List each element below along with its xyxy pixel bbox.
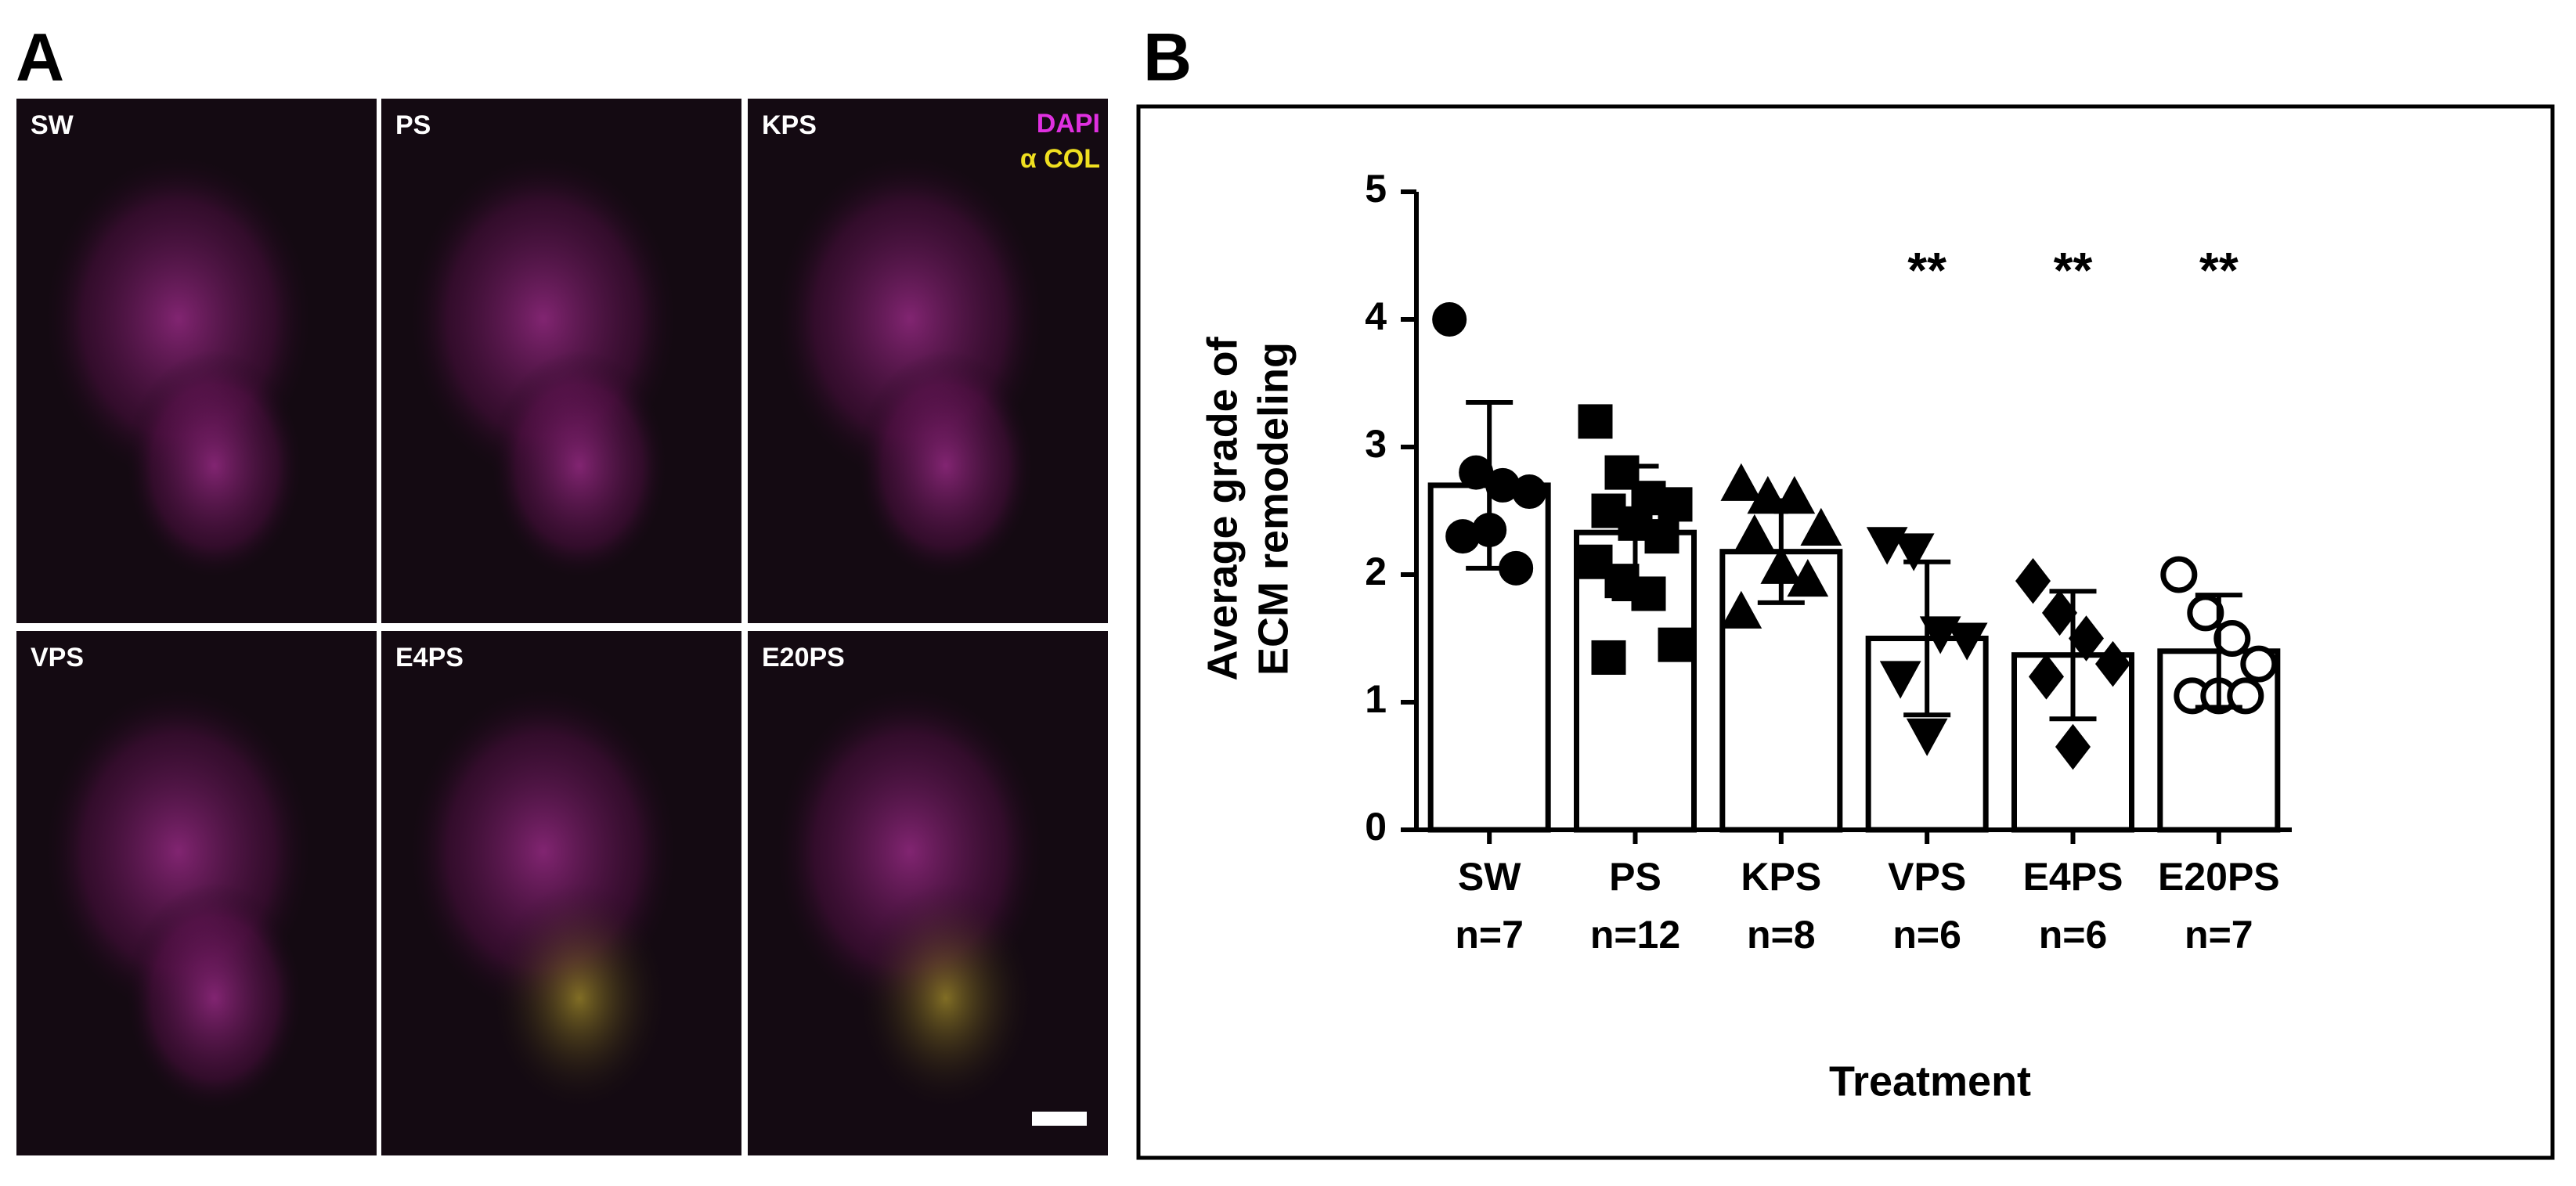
error-bar	[2049, 589, 2097, 722]
tissue	[856, 882, 1036, 1114]
x-tick-label: SW	[1458, 855, 1521, 899]
data-point	[1591, 640, 1626, 675]
data-point	[1644, 519, 1679, 554]
x-tick-label: VPS	[1888, 855, 1966, 899]
x-tick-label: KPS	[1741, 855, 1821, 899]
significance-label: **	[2054, 242, 2093, 298]
x-tick-sublabel: n=8	[1747, 913, 1816, 957]
chart: 0 1 2 3 4 5 Average grade of ECM remodeling Trea…	[1199, 167, 2292, 1105]
y-tick-label: 5	[1365, 167, 1387, 211]
tissue	[124, 350, 305, 582]
data-point	[2015, 557, 2051, 604]
data-point	[1787, 558, 1829, 597]
y-axis-title: Average grade of	[1199, 336, 1246, 680]
data-point	[1773, 476, 1816, 514]
image-label: PS	[395, 110, 431, 140]
image-label: VPS	[31, 643, 84, 672]
panel-label: B	[1143, 20, 1192, 96]
data-point	[2068, 615, 2105, 661]
significance-label: **	[2199, 242, 2239, 298]
y-tick-label: 3	[1365, 422, 1387, 466]
tissue	[124, 882, 305, 1114]
data-point	[1658, 627, 1693, 662]
data-point	[2160, 556, 2198, 593]
data-point	[2028, 654, 2065, 700]
error-bar	[1611, 463, 1659, 601]
data-point	[2240, 645, 2278, 683]
image-label: SW	[31, 110, 74, 140]
data-point	[2041, 589, 2078, 636]
legend-label: DAPI	[1037, 109, 1100, 139]
y-tick-label: 0	[1365, 805, 1387, 849]
significance-label: **	[1907, 242, 1946, 298]
x-tick-label: E4PS	[2023, 855, 2123, 899]
x-tick-sublabel: n=7	[1455, 913, 1524, 957]
data-point	[1747, 476, 1789, 514]
data-point	[2227, 677, 2264, 715]
data-point	[2055, 723, 2091, 770]
x-tick-label: E20PS	[2158, 855, 2280, 899]
data-point	[1658, 487, 1693, 522]
panel-label: A	[16, 20, 64, 96]
panel-frame	[1136, 104, 2555, 1160]
data-point	[1512, 474, 1547, 510]
image-label: E20PS	[762, 643, 845, 672]
y-tick-label: 2	[1365, 550, 1387, 593]
data-point	[1906, 718, 1948, 756]
error-bar	[1466, 399, 1513, 571]
data-point	[1892, 533, 1935, 571]
data-point	[1946, 622, 1988, 661]
data-point	[1432, 302, 1467, 337]
tissue	[489, 882, 669, 1114]
y-tick-label: 1	[1365, 677, 1387, 721]
data-point	[1720, 590, 1762, 629]
data-point	[1720, 463, 1762, 501]
image-label: E4PS	[395, 643, 464, 672]
x-tick-label: PS	[1609, 855, 1661, 899]
data-point	[1578, 404, 1613, 439]
x-tick-sublabel: n=6	[1892, 913, 1961, 957]
x-tick-sublabel: n=7	[2185, 913, 2253, 957]
data-point	[1734, 514, 1776, 553]
error-bar	[1757, 498, 1805, 605]
data-point	[1879, 661, 1921, 699]
error-bar	[1903, 559, 1951, 718]
x-axis-title: Treatment	[1829, 1058, 2031, 1105]
image-label: KPS	[762, 110, 817, 140]
legend-label: α COL	[1020, 144, 1100, 174]
y-tick-label: 4	[1365, 294, 1387, 338]
tissue	[489, 350, 669, 582]
y-axis-title: ECM remodeling	[1250, 342, 1297, 676]
data-point	[1800, 507, 1842, 546]
data-point	[2094, 640, 2131, 687]
image-panel: SW PS KPS VPS E4PS E20PS DAPI α COL	[16, 99, 1108, 1155]
scale-bar	[1032, 1112, 1087, 1126]
x-tick-sublabel: n=12	[1590, 913, 1680, 957]
tissue	[856, 350, 1036, 582]
x-tick-sublabel: n=6	[2039, 913, 2108, 957]
error-bar	[2195, 593, 2242, 710]
data-point	[1631, 576, 1666, 611]
